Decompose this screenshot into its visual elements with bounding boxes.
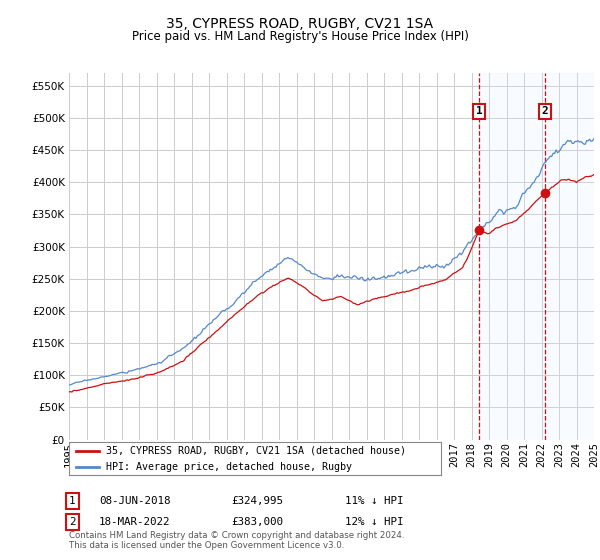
Text: £324,995: £324,995 — [231, 496, 283, 506]
Text: £383,000: £383,000 — [231, 517, 283, 527]
Text: 1: 1 — [69, 496, 76, 506]
Text: 35, CYPRESS ROAD, RUGBY, CV21 1SA (detached house): 35, CYPRESS ROAD, RUGBY, CV21 1SA (detac… — [106, 446, 406, 455]
Text: 12% ↓ HPI: 12% ↓ HPI — [345, 517, 404, 527]
Text: 08-JUN-2018: 08-JUN-2018 — [99, 496, 170, 506]
Text: Contains HM Land Registry data © Crown copyright and database right 2024.
This d: Contains HM Land Registry data © Crown c… — [69, 530, 404, 550]
Text: 1: 1 — [476, 106, 482, 116]
Text: Price paid vs. HM Land Registry's House Price Index (HPI): Price paid vs. HM Land Registry's House … — [131, 30, 469, 43]
Text: 11% ↓ HPI: 11% ↓ HPI — [345, 496, 404, 506]
Text: 2: 2 — [542, 106, 548, 116]
Text: 2: 2 — [69, 517, 76, 527]
Text: 35, CYPRESS ROAD, RUGBY, CV21 1SA: 35, CYPRESS ROAD, RUGBY, CV21 1SA — [166, 16, 434, 30]
Text: 18-MAR-2022: 18-MAR-2022 — [99, 517, 170, 527]
Text: HPI: Average price, detached house, Rugby: HPI: Average price, detached house, Rugb… — [106, 462, 352, 472]
Bar — [479, 73, 594, 440]
